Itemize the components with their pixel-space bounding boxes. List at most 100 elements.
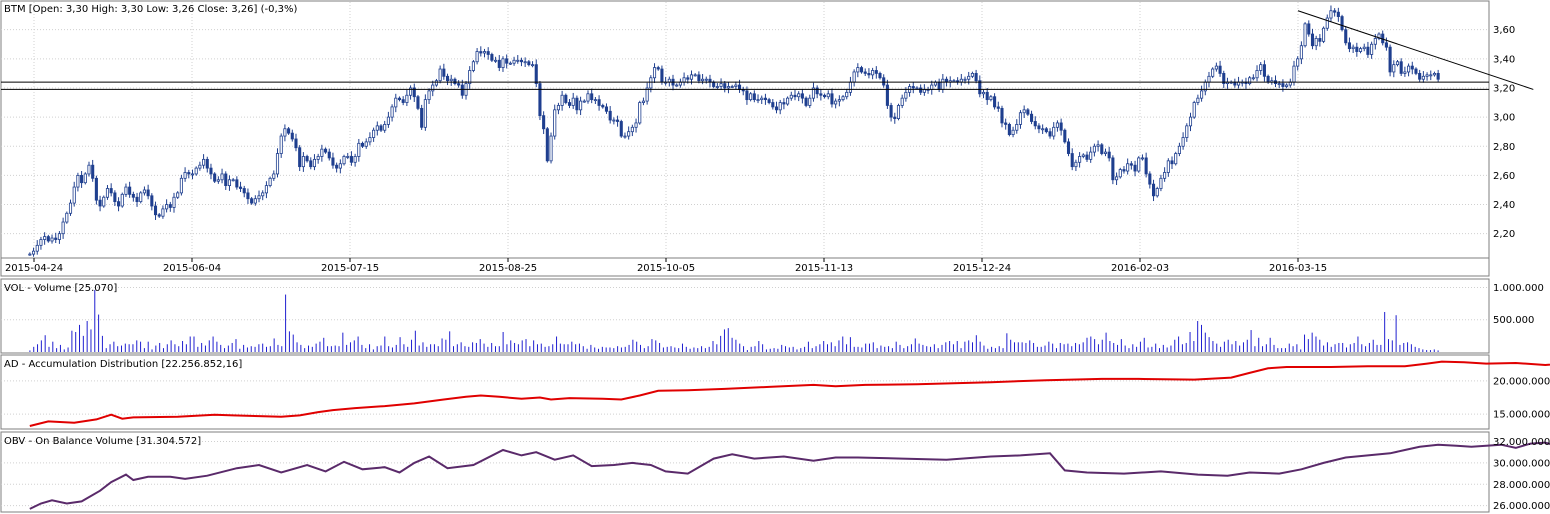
- candle-body: [294, 138, 298, 149]
- candle-body: [516, 59, 520, 62]
- candle-body: [834, 100, 838, 105]
- candle-body: [512, 59, 516, 64]
- candle-body: [749, 93, 753, 101]
- candle-body: [974, 73, 978, 82]
- candle-body: [712, 81, 716, 87]
- candle-body: [1318, 38, 1322, 42]
- obv-y-tick-label: 28.000.000: [1493, 480, 1550, 491]
- candle-body: [1333, 10, 1337, 13]
- candle-body: [900, 97, 904, 106]
- price-y-tick-label: 3,60: [1493, 25, 1515, 36]
- obv-title: OBV - On Balance Volume [31.304.572]: [4, 436, 201, 447]
- candle-body: [1384, 42, 1388, 48]
- price-title: BTM [Open: 3,30 High: 3,30 Low: 3,26 Clo…: [4, 4, 298, 15]
- candle-body: [1285, 84, 1289, 87]
- candle-body: [1115, 176, 1119, 181]
- candle-body: [98, 199, 102, 207]
- candle-body: [726, 86, 731, 89]
- candle-body: [996, 106, 1000, 109]
- candle-body: [604, 106, 609, 112]
- candle-body: [689, 74, 694, 80]
- candle-body: [1163, 172, 1167, 179]
- candle-body: [1355, 46, 1359, 52]
- candle-body: [342, 156, 346, 165]
- candle-body: [312, 158, 317, 168]
- candle-body: [216, 179, 220, 182]
- candle-body: [856, 67, 860, 73]
- candle-body: [1188, 116, 1193, 127]
- obv-y-ticks: 26.000.000 28.000.000 30.000.000 32.000.000: [1493, 437, 1550, 512]
- candle-body: [1122, 169, 1126, 172]
- candle-body: [697, 74, 701, 82]
- ad-panel: 15.000.000 20.000.000 AD - Accumulation D…: [0, 354, 1550, 430]
- candle-body: [852, 71, 856, 83]
- price-y-tick-label: 3,20: [1493, 83, 1515, 94]
- candle-body: [394, 97, 398, 108]
- candle-body: [431, 84, 435, 92]
- price-panel: 2,20 2,40 2,60 2,80 3,00 3,20 3,40 3,60 2015-04…: [0, 0, 1534, 277]
- candle-body: [774, 106, 779, 111]
- candle-body: [272, 173, 276, 179]
- candle-body: [763, 97, 767, 101]
- candle-body: [324, 148, 328, 153]
- candle-body: [519, 59, 524, 63]
- candle-body: [416, 96, 420, 109]
- candle-body: [967, 75, 971, 80]
- candle-body: [54, 237, 58, 240]
- candle-body: [885, 84, 889, 106]
- candle-body: [131, 193, 135, 198]
- candle-body: [486, 51, 490, 55]
- candle-body: [564, 94, 568, 103]
- candle-body: [501, 58, 505, 68]
- candle-body: [811, 87, 816, 99]
- candle-body: [146, 189, 150, 197]
- candle-body: [534, 64, 538, 85]
- candle-body: [904, 91, 908, 99]
- candle-body: [482, 51, 487, 54]
- price-y-tick-label: 3,00: [1493, 113, 1515, 124]
- candle-body: [579, 100, 583, 111]
- candle-body: [1129, 163, 1133, 166]
- candle-body: [1170, 160, 1174, 165]
- candle-body: [1259, 64, 1263, 71]
- candle-body: [649, 77, 653, 89]
- candle-body: [28, 253, 32, 256]
- candle-body: [442, 68, 446, 77]
- candle-body: [608, 110, 612, 121]
- candle-body: [35, 244, 39, 252]
- candle-body: [963, 78, 967, 81]
- price-y-tick-label: 2,60: [1493, 171, 1515, 182]
- candle-body: [301, 156, 305, 168]
- candle-body: [734, 84, 738, 87]
- candle-body: [161, 208, 165, 217]
- candle-body: [985, 91, 989, 101]
- candle-body: [80, 174, 84, 184]
- candle-body: [453, 78, 457, 84]
- candle-body: [989, 96, 993, 101]
- x-tick-label: 2015-07-15: [321, 263, 379, 274]
- candle-body: [1370, 43, 1374, 55]
- candle-body: [142, 189, 146, 194]
- candle-body: [61, 221, 65, 235]
- candle-body: [1211, 68, 1215, 77]
- candle-body: [383, 124, 387, 131]
- candle-body: [1322, 27, 1326, 42]
- candle-body: [109, 188, 113, 194]
- candle-body: [786, 97, 790, 105]
- candle-body: [797, 93, 801, 98]
- volume-grid: [1, 286, 1489, 321]
- candle-body: [1292, 65, 1296, 83]
- candle-body: [837, 99, 841, 102]
- candle-body: [527, 61, 531, 66]
- candle-body: [46, 236, 50, 242]
- candle-body: [723, 83, 727, 89]
- candle-body: [1414, 68, 1418, 74]
- candle-body: [582, 100, 586, 103]
- candle-body: [368, 137, 372, 143]
- candle-body: [638, 102, 642, 124]
- candle-body: [882, 77, 886, 86]
- candle-body: [863, 71, 867, 74]
- candle-body: [261, 192, 265, 197]
- candle-body: [634, 122, 638, 128]
- candle-body: [952, 80, 956, 83]
